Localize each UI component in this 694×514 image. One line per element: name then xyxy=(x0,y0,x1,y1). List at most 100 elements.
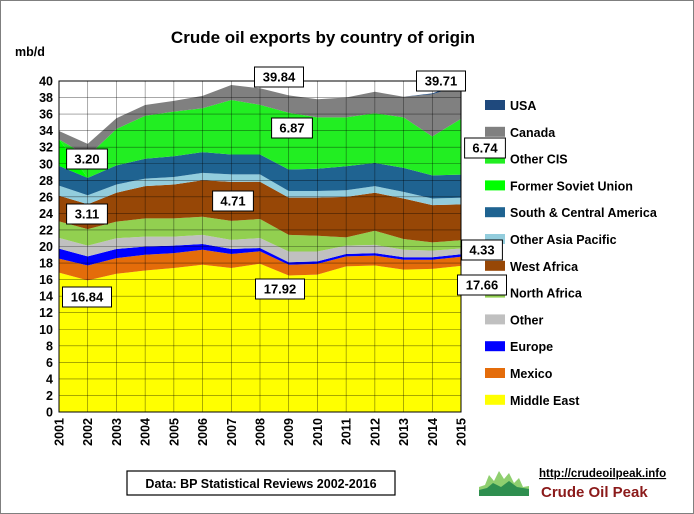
annotation-box xyxy=(461,239,503,261)
y-tick-label: 30 xyxy=(39,157,53,171)
annotation-box xyxy=(66,148,108,170)
y-axis-label: mb/d xyxy=(15,45,45,59)
legend-swatch xyxy=(485,126,505,137)
legend-swatch xyxy=(485,394,505,405)
y-tick-label: 2 xyxy=(46,389,53,403)
x-tick-label: 2015 xyxy=(455,418,469,446)
x-tick-label: 2012 xyxy=(368,418,382,446)
legend-swatch xyxy=(485,314,505,325)
annotation-3-11: 3.11 xyxy=(66,203,108,225)
logo-base-icon xyxy=(479,481,529,496)
annotation-4-71: 4.71 xyxy=(212,190,254,212)
annotation-box xyxy=(457,274,507,296)
x-tick-label: 2003 xyxy=(110,418,124,446)
legend-label: South & Central America xyxy=(510,206,658,220)
brand-logo xyxy=(479,471,529,496)
x-tick-label: 2009 xyxy=(282,418,296,446)
y-tick-label: 20 xyxy=(39,240,53,254)
y-tick-label: 16 xyxy=(39,273,53,287)
area-europe xyxy=(59,244,461,266)
legend-swatch xyxy=(485,180,505,191)
y-tick-label: 8 xyxy=(46,339,53,353)
legend-label: Canada xyxy=(510,126,556,140)
x-tick-label: 2011 xyxy=(340,418,354,445)
legend-label: Former Soviet Union xyxy=(510,179,633,193)
legend-swatch xyxy=(485,368,505,378)
legend-label: Europe xyxy=(510,340,553,354)
legend: USA Canada Other CIS Former Soviet Union Sou… xyxy=(485,99,658,408)
legend-label: Middle East xyxy=(510,394,580,408)
y-tick-label: 14 xyxy=(39,290,53,304)
y-tick-label: 6 xyxy=(46,356,53,370)
x-tick-label: 2004 xyxy=(139,418,153,446)
x-tick-label: 2013 xyxy=(397,418,411,446)
annotation-6-87: 6.87 xyxy=(271,117,313,139)
legend-swatch xyxy=(485,234,505,244)
x-tick-label: 2006 xyxy=(196,418,210,446)
y-tick-label: 4 xyxy=(46,372,53,386)
y-tick-label: 22 xyxy=(39,223,53,237)
annotation-box xyxy=(255,278,305,300)
annotation-value: 17.66 xyxy=(466,278,499,293)
annotation-17-66: 17.66 xyxy=(457,274,507,296)
x-tick-label: 2010 xyxy=(311,418,325,446)
y-tick-label: 10 xyxy=(39,323,53,337)
annotation-3-20: 3.20 xyxy=(66,148,108,170)
x-tick-label: 2008 xyxy=(254,418,268,446)
source-text: Data: BP Statistical Reviews 2002-2016 xyxy=(145,477,376,491)
y-tick-label: 26 xyxy=(39,190,53,204)
x-tick-label: 2007 xyxy=(225,418,239,446)
legend-label: Other xyxy=(510,313,543,327)
gridlines xyxy=(59,81,461,412)
y-tick-label: 12 xyxy=(39,306,53,320)
annotation-value: 39.84 xyxy=(263,70,296,85)
y-tick-label: 32 xyxy=(39,141,53,155)
legend-label: West Africa xyxy=(510,260,579,274)
annotation-39-71: 39.71 xyxy=(416,70,466,92)
area-mexico xyxy=(59,249,461,281)
legend-label: Other Asia Pacific xyxy=(510,233,617,247)
area-other xyxy=(59,234,461,263)
legend-label: Other CIS xyxy=(510,153,568,167)
annotation-value: 39.71 xyxy=(425,74,458,89)
annotation-value: 4.71 xyxy=(220,194,245,209)
website-link[interactable]: http://crudeoilpeak.info xyxy=(539,468,666,480)
y-tick-label: 36 xyxy=(39,108,53,122)
annotation-value: 17.92 xyxy=(264,282,297,297)
chart-title: Crude oil exports by country of origin xyxy=(171,28,475,47)
legend-swatch xyxy=(485,153,505,164)
legend-label: Mexico xyxy=(510,367,553,381)
annotation-box xyxy=(464,137,506,159)
legend-swatch xyxy=(485,260,505,271)
legend-label: North Africa xyxy=(510,287,583,301)
annotation-box xyxy=(254,66,304,88)
area-other-asia-pacific xyxy=(59,172,461,206)
legend-swatch xyxy=(485,341,505,352)
x-tick-label: 2002 xyxy=(81,418,95,446)
legend-swatch xyxy=(485,100,505,110)
x-tick-label: 2005 xyxy=(167,418,181,446)
annotation-39-84: 39.84 xyxy=(254,66,304,88)
source-box xyxy=(126,470,396,496)
annotation-16-84: 16.84 xyxy=(62,286,112,308)
annotation-value: 3.11 xyxy=(75,207,100,222)
y-tick-label: 38 xyxy=(39,91,53,105)
annotation-4-33: 4.33 xyxy=(461,239,503,261)
annotation-box xyxy=(66,203,108,225)
annotation-box xyxy=(212,190,254,212)
annotation-6-74: 6.74 xyxy=(464,137,506,159)
x-tick-label: 2001 xyxy=(53,418,67,446)
x-tick-label: 2014 xyxy=(426,418,440,446)
annotation-17-92: 17.92 xyxy=(255,278,305,300)
y-tick-label: 28 xyxy=(39,174,53,188)
annotation-value: 16.84 xyxy=(71,290,104,305)
x-tick-labels: 2001 2002 2003 2004 2005 2006 2007 2008 2009 2010… xyxy=(53,418,469,446)
annotation-value: 4.33 xyxy=(469,243,494,258)
legend-label: USA xyxy=(510,99,536,113)
annotation-value: 3.20 xyxy=(74,152,99,167)
y-tick-label: 34 xyxy=(39,124,53,138)
value-annotations: 39.84 39.71 3.20 6.87 6.74 3.11 4.71 4.33 16.84 1… xyxy=(62,66,507,308)
